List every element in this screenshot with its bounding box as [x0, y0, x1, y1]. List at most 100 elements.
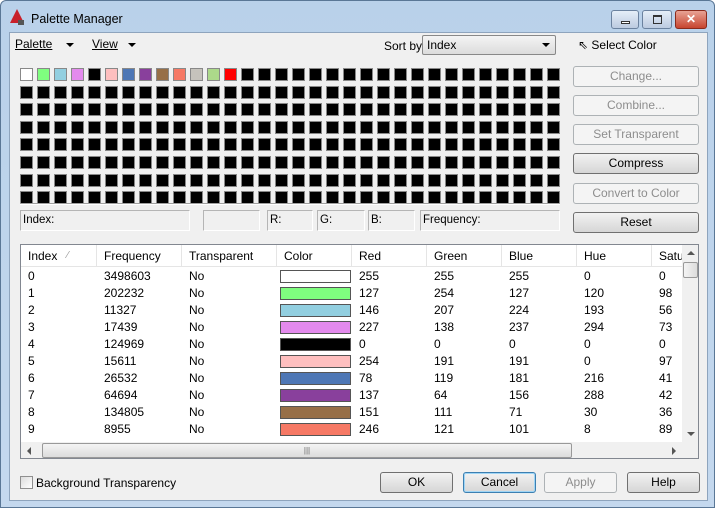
palette-swatch[interactable] [139, 103, 152, 117]
palette-menu[interactable]: Palette [15, 37, 75, 51]
set-transparent-button[interactable]: Set Transparent [573, 124, 699, 145]
palette-swatch[interactable] [241, 120, 254, 134]
palette-swatch[interactable] [139, 155, 152, 169]
palette-swatch[interactable] [207, 155, 220, 169]
palette-swatch[interactable] [326, 68, 339, 81]
palette-swatch[interactable] [224, 85, 237, 99]
palette-swatch[interactable] [88, 138, 101, 152]
scroll-down-icon[interactable] [687, 432, 695, 436]
palette-swatch[interactable] [445, 103, 458, 117]
palette-swatch[interactable] [207, 138, 220, 152]
palette-swatch[interactable] [326, 85, 339, 99]
palette-swatch[interactable] [241, 85, 254, 99]
palette-swatch[interactable] [513, 68, 526, 81]
palette-swatch[interactable] [88, 173, 101, 187]
palette-swatch[interactable] [275, 68, 288, 81]
palette-swatch[interactable] [360, 155, 373, 169]
palette-swatch[interactable] [360, 120, 373, 134]
vertical-scroll-thumb[interactable] [683, 262, 698, 278]
view-menu[interactable]: View [92, 37, 136, 51]
palette-swatch[interactable] [207, 103, 220, 117]
palette-swatch[interactable] [309, 68, 322, 81]
horizontal-scrollbar[interactable]: ||| [21, 442, 682, 458]
palette-swatch[interactable] [377, 103, 390, 117]
select-color-button[interactable]: ⇖ Select Color [578, 38, 657, 52]
palette-swatch[interactable] [292, 173, 305, 187]
palette-swatch[interactable] [190, 120, 203, 134]
palette-swatch[interactable] [37, 138, 50, 152]
table-row[interactable]: 8 134805 No 151 111 71 30 36 [21, 404, 682, 421]
palette-swatch[interactable] [309, 173, 322, 187]
palette-swatch[interactable] [292, 155, 305, 169]
palette-swatch[interactable] [496, 68, 509, 81]
palette-swatch[interactable] [445, 138, 458, 152]
palette-swatch[interactable] [258, 85, 271, 99]
palette-swatch[interactable] [479, 120, 492, 134]
palette-swatch[interactable] [394, 155, 407, 169]
palette-swatch[interactable] [122, 173, 135, 187]
palette-swatch[interactable] [88, 120, 101, 134]
palette-swatch[interactable] [326, 120, 339, 134]
column-header-hue[interactable]: Hue [577, 245, 652, 267]
palette-swatch[interactable] [530, 138, 543, 152]
palette-swatch[interactable] [547, 155, 560, 169]
palette-swatch[interactable] [445, 155, 458, 169]
palette-swatch[interactable] [547, 103, 560, 117]
palette-swatch[interactable] [224, 155, 237, 169]
palette-swatch[interactable] [20, 68, 33, 81]
palette-swatch[interactable] [275, 120, 288, 134]
palette-swatch[interactable] [360, 138, 373, 152]
table-row[interactable]: 0 3498603 No 255 255 255 0 0 [21, 268, 682, 285]
palette-swatch[interactable] [479, 68, 492, 81]
palette-swatch[interactable] [122, 120, 135, 134]
palette-swatch[interactable] [88, 103, 101, 117]
palette-swatch[interactable] [360, 85, 373, 99]
palette-swatch[interactable] [309, 120, 322, 134]
palette-swatch[interactable] [530, 85, 543, 99]
palette-swatch[interactable] [258, 155, 271, 169]
cancel-button[interactable]: Cancel [463, 472, 536, 493]
palette-swatch[interactable] [343, 103, 356, 117]
palette-swatch[interactable] [377, 85, 390, 99]
palette-swatch[interactable] [496, 103, 509, 117]
palette-swatch[interactable] [428, 138, 441, 152]
palette-swatch[interactable] [275, 155, 288, 169]
palette-swatch[interactable] [292, 120, 305, 134]
palette-swatch[interactable] [224, 103, 237, 117]
horizontal-scroll-thumb[interactable]: ||| [42, 443, 572, 458]
column-header-green[interactable]: Green [427, 245, 502, 267]
palette-swatch[interactable] [122, 155, 135, 169]
column-header-color[interactable]: Color [277, 245, 352, 267]
palette-swatch[interactable] [428, 173, 441, 187]
palette-swatch[interactable] [445, 120, 458, 134]
palette-swatch[interactable] [258, 173, 271, 187]
column-header-red[interactable]: Red [352, 245, 427, 267]
palette-swatch[interactable] [394, 103, 407, 117]
palette-swatch[interactable] [462, 103, 475, 117]
help-button[interactable]: Help [627, 472, 700, 493]
palette-swatch[interactable] [275, 85, 288, 99]
palette-swatch[interactable] [54, 103, 67, 117]
palette-swatch[interactable] [530, 103, 543, 117]
palette-swatch[interactable] [190, 85, 203, 99]
palette-swatch[interactable] [547, 68, 560, 81]
palette-swatch[interactable] [462, 155, 475, 169]
palette-swatch[interactable] [292, 138, 305, 152]
palette-swatch[interactable] [462, 173, 475, 187]
palette-swatch[interactable] [88, 68, 101, 81]
palette-swatch[interactable] [173, 155, 186, 169]
palette-swatch[interactable] [343, 85, 356, 99]
compress-button[interactable]: Compress [573, 153, 699, 174]
palette-swatch[interactable] [275, 103, 288, 117]
palette-swatch[interactable] [496, 85, 509, 99]
palette-swatch[interactable] [156, 103, 169, 117]
palette-swatch[interactable] [173, 68, 186, 81]
palette-swatch[interactable] [71, 173, 84, 187]
palette-swatch[interactable] [241, 138, 254, 152]
palette-swatch[interactable] [479, 155, 492, 169]
palette-swatch[interactable] [207, 173, 220, 187]
background-transparency-checkbox[interactable] [20, 476, 33, 489]
palette-swatch[interactable] [54, 155, 67, 169]
palette-swatch[interactable] [207, 68, 220, 81]
palette-swatch[interactable] [173, 120, 186, 134]
